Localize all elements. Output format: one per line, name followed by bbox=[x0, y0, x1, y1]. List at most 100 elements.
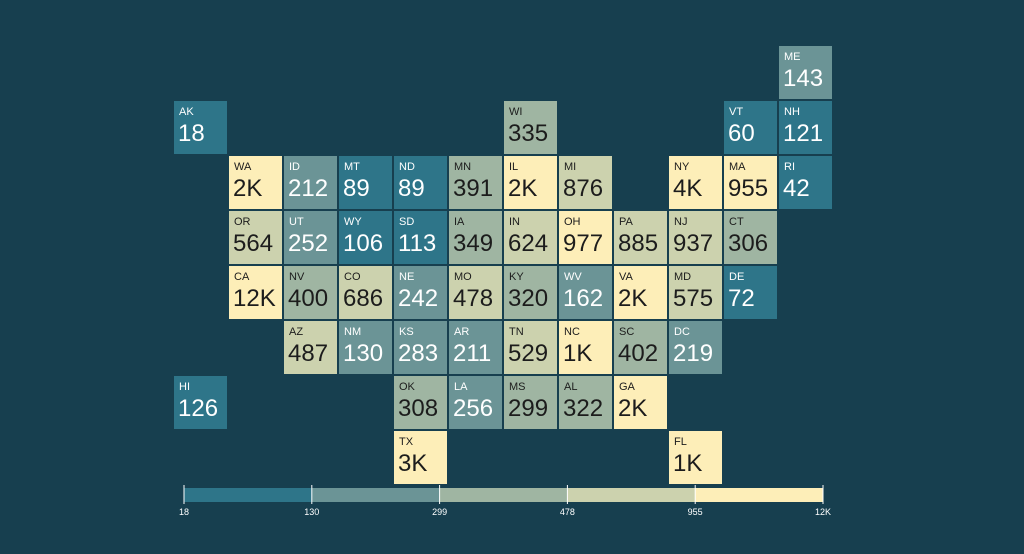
state-tile-mo: MO 478 bbox=[449, 266, 502, 319]
state-abbr: WV bbox=[564, 271, 582, 283]
state-abbr: NE bbox=[399, 271, 415, 283]
state-value: 130 bbox=[343, 340, 384, 367]
state-tile-nh: NH 121 bbox=[779, 101, 832, 154]
state-value: 283 bbox=[398, 340, 439, 367]
state-value: 219 bbox=[673, 340, 714, 367]
state-tile-mi: MI 876 bbox=[559, 156, 612, 209]
state-value: 529 bbox=[508, 340, 549, 367]
state-value: 1K bbox=[673, 450, 703, 477]
state-value: 3K bbox=[398, 450, 428, 477]
state-value: 18 bbox=[178, 120, 205, 147]
state-tile-nd: ND 89 bbox=[394, 156, 447, 209]
state-tile-vt: VT 60 bbox=[724, 101, 777, 154]
state-tile-ut: UT 252 bbox=[284, 211, 337, 264]
state-abbr: IL bbox=[509, 161, 519, 173]
state-abbr: HI bbox=[179, 381, 190, 393]
state-value: 89 bbox=[398, 175, 425, 202]
state-value: 72 bbox=[728, 285, 755, 312]
legend-tick-label-5: 12K bbox=[815, 507, 831, 517]
state-tile-al: AL 322 bbox=[559, 376, 612, 429]
state-abbr: DE bbox=[729, 271, 745, 283]
state-abbr: WI bbox=[509, 106, 523, 118]
state-tile-ny: NY 4K bbox=[669, 156, 722, 209]
state-value: 4K bbox=[673, 175, 703, 202]
state-abbr: NV bbox=[289, 271, 305, 283]
state-tile-ky: KY 320 bbox=[504, 266, 557, 319]
state-abbr: MD bbox=[674, 271, 692, 283]
state-tile-tn: TN 529 bbox=[504, 321, 557, 374]
state-tile-ga: GA 2K bbox=[614, 376, 667, 429]
state-value: 306 bbox=[728, 230, 769, 257]
state-value: 487 bbox=[288, 340, 329, 367]
state-tile-wy: WY 106 bbox=[339, 211, 392, 264]
state-abbr: OR bbox=[234, 216, 251, 228]
state-value: 575 bbox=[673, 285, 714, 312]
state-abbr: NH bbox=[784, 106, 800, 118]
state-abbr: WA bbox=[234, 161, 252, 173]
state-tile-ne: NE 242 bbox=[394, 266, 447, 319]
state-value: 2K bbox=[618, 285, 648, 312]
legend-swatch-4 bbox=[695, 488, 823, 502]
state-abbr: OH bbox=[564, 216, 581, 228]
state-value: 937 bbox=[673, 230, 714, 257]
state-tile-wa: WA 2K bbox=[229, 156, 282, 209]
state-tile-az: AZ 487 bbox=[284, 321, 337, 374]
state-tile-va: VA 2K bbox=[614, 266, 667, 319]
state-abbr: ME bbox=[784, 51, 801, 63]
legend-swatch-1 bbox=[311, 488, 440, 502]
state-abbr: MA bbox=[729, 161, 746, 173]
state-value: 211 bbox=[453, 340, 492, 367]
state-tile-nc: NC 1K bbox=[559, 321, 612, 374]
state-value: 320 bbox=[508, 285, 549, 312]
state-value: 322 bbox=[563, 395, 604, 422]
state-value: 242 bbox=[398, 285, 439, 312]
state-tile-or: OR 564 bbox=[229, 211, 282, 264]
state-tile-nj: NJ 937 bbox=[669, 211, 722, 264]
state-tile-mn: MN 391 bbox=[449, 156, 502, 209]
state-tile-sd: SD 113 bbox=[394, 211, 447, 264]
state-abbr: KS bbox=[399, 326, 414, 338]
state-tile-wi: WI 335 bbox=[504, 101, 557, 154]
legend-tick-label-0: 18 bbox=[179, 507, 189, 517]
state-value: 876 bbox=[563, 175, 604, 202]
state-value: 212 bbox=[288, 175, 329, 202]
state-value: 113 bbox=[398, 230, 437, 257]
state-value: 162 bbox=[563, 285, 604, 312]
state-tile-me: ME 143 bbox=[779, 46, 832, 99]
state-abbr: NY bbox=[674, 161, 690, 173]
state-abbr: TN bbox=[509, 326, 524, 338]
state-tile-de: DE 72 bbox=[724, 266, 777, 319]
state-abbr: IN bbox=[509, 216, 520, 228]
state-abbr: MS bbox=[509, 381, 526, 393]
state-value: 42 bbox=[783, 175, 810, 202]
state-value: 106 bbox=[343, 230, 384, 257]
state-abbr: KY bbox=[509, 271, 524, 283]
state-tile-id: ID 212 bbox=[284, 156, 337, 209]
state-value: 1K bbox=[563, 340, 593, 367]
state-abbr: AL bbox=[564, 381, 578, 393]
state-abbr: CT bbox=[729, 216, 744, 228]
state-abbr: SD bbox=[399, 216, 415, 228]
state-tile-mt: MT 89 bbox=[339, 156, 392, 209]
state-abbr: UT bbox=[289, 216, 304, 228]
state-abbr: FL bbox=[674, 436, 687, 448]
state-abbr: AZ bbox=[289, 326, 304, 338]
state-tile-fl: FL 1K bbox=[669, 431, 722, 484]
state-tile-nv: NV 400 bbox=[284, 266, 337, 319]
state-tile-ms: MS 299 bbox=[504, 376, 557, 429]
state-value: 252 bbox=[288, 230, 329, 257]
state-abbr: ND bbox=[399, 161, 415, 173]
legend-tick-label-3: 478 bbox=[560, 507, 575, 517]
state-value: 12K bbox=[233, 285, 276, 312]
state-abbr: ID bbox=[289, 161, 300, 173]
legend-tick-label-4: 955 bbox=[688, 507, 703, 517]
state-tile-dc: DC 219 bbox=[669, 321, 722, 374]
legend-swatch-0 bbox=[184, 488, 312, 502]
state-tile-ar: AR 211 bbox=[449, 321, 502, 374]
state-value: 299 bbox=[508, 395, 549, 422]
state-abbr: SC bbox=[619, 326, 635, 338]
state-abbr: VT bbox=[729, 106, 744, 118]
state-abbr: MT bbox=[344, 161, 360, 173]
state-abbr: NC bbox=[564, 326, 580, 338]
